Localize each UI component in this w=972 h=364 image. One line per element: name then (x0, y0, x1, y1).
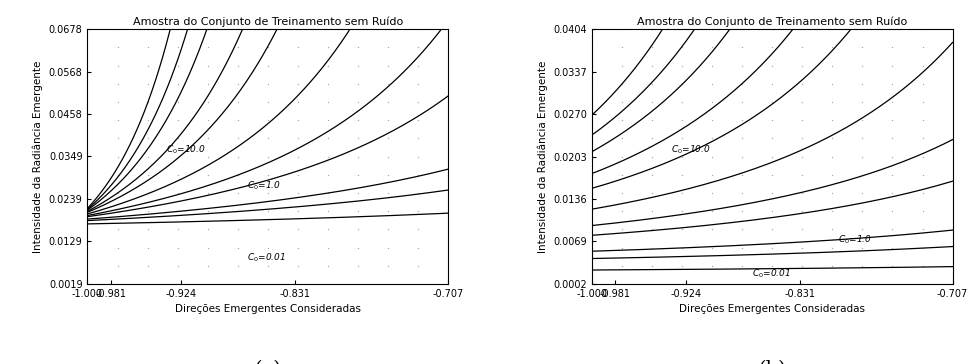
Text: $C_0$=0.01: $C_0$=0.01 (752, 267, 791, 280)
Title: Amostra do Conjunto de Treinamento sem Ruído: Amostra do Conjunto de Treinamento sem R… (638, 16, 908, 27)
Text: $C_0$=0.01: $C_0$=0.01 (248, 251, 286, 264)
Y-axis label: Intensidade da Radiância Emergente: Intensidade da Radiância Emergente (538, 60, 548, 253)
Title: Amostra do Conjunto de Treinamento sem Ruído: Amostra do Conjunto de Treinamento sem R… (132, 16, 402, 27)
X-axis label: Direções Emergentes Consideradas: Direções Emergentes Consideradas (679, 304, 865, 314)
Y-axis label: Intensidade da Radiância Emergente: Intensidade da Radiância Emergente (33, 60, 44, 253)
Text: $C_0$=1.0: $C_0$=1.0 (248, 180, 281, 192)
Text: $C_0$=10.0: $C_0$=10.0 (166, 143, 206, 155)
Text: $C_0$=10.0: $C_0$=10.0 (671, 143, 711, 155)
Text: (b): (b) (758, 360, 786, 364)
Text: (a): (a) (255, 360, 281, 364)
X-axis label: Direções Emergentes Consideradas: Direções Emergentes Consideradas (175, 304, 361, 314)
Text: $C_0$=1.0: $C_0$=1.0 (838, 233, 872, 246)
